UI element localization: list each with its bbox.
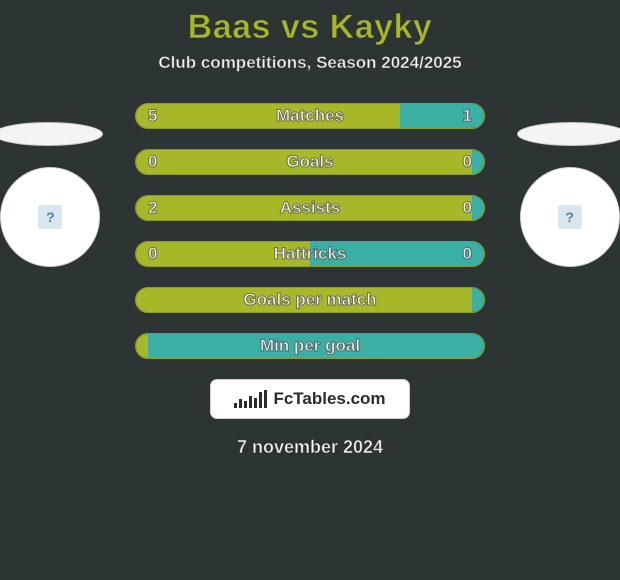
stat-left-segment: 5	[136, 104, 400, 128]
stat-left-value: 0	[148, 152, 157, 172]
stat-left-value: 2	[148, 198, 157, 218]
comparison-card: Baas vs Kayky Club competitions, Season …	[0, 0, 620, 580]
stat-row: 00Hattricks	[135, 241, 485, 267]
stat-right-value: 1	[463, 106, 472, 126]
stat-left-value: 0	[148, 244, 157, 264]
stat-row: 02Assists	[135, 195, 485, 221]
stat-right-value: 0	[463, 244, 472, 264]
stat-right-segment: 1	[400, 104, 484, 128]
stat-row: 51Matches	[135, 103, 485, 129]
stat-left-segment: 0	[136, 242, 310, 266]
snapshot-date: 7 november 2024	[0, 437, 620, 458]
stat-right-segment: 0	[310, 242, 484, 266]
stat-row: 00Goals	[135, 149, 485, 175]
stat-row: Min per goal	[135, 333, 485, 359]
stat-left-segment	[136, 334, 148, 358]
stat-right-value: 0	[463, 152, 472, 172]
stat-right-value: 0	[463, 198, 472, 218]
subtitle: Club competitions, Season 2024/2025	[0, 53, 620, 73]
stat-row: Goals per match	[135, 287, 485, 313]
stat-right-segment	[148, 334, 484, 358]
stat-left-segment: 2	[136, 196, 472, 220]
stat-left-value: 5	[148, 106, 157, 126]
logo-bars-icon	[234, 390, 267, 408]
stat-left-segment: 0	[136, 150, 472, 174]
stat-rows: 51Matches00Goals02Assists00HattricksGoal…	[0, 103, 620, 359]
stat-left-segment	[136, 288, 472, 312]
fctables-logo[interactable]: FcTables.com	[210, 379, 410, 419]
stat-right-segment	[472, 196, 484, 220]
page-title: Baas vs Kayky	[0, 8, 620, 47]
logo-text: FcTables.com	[273, 389, 385, 409]
stat-right-segment	[472, 150, 484, 174]
stat-right-segment	[472, 288, 484, 312]
